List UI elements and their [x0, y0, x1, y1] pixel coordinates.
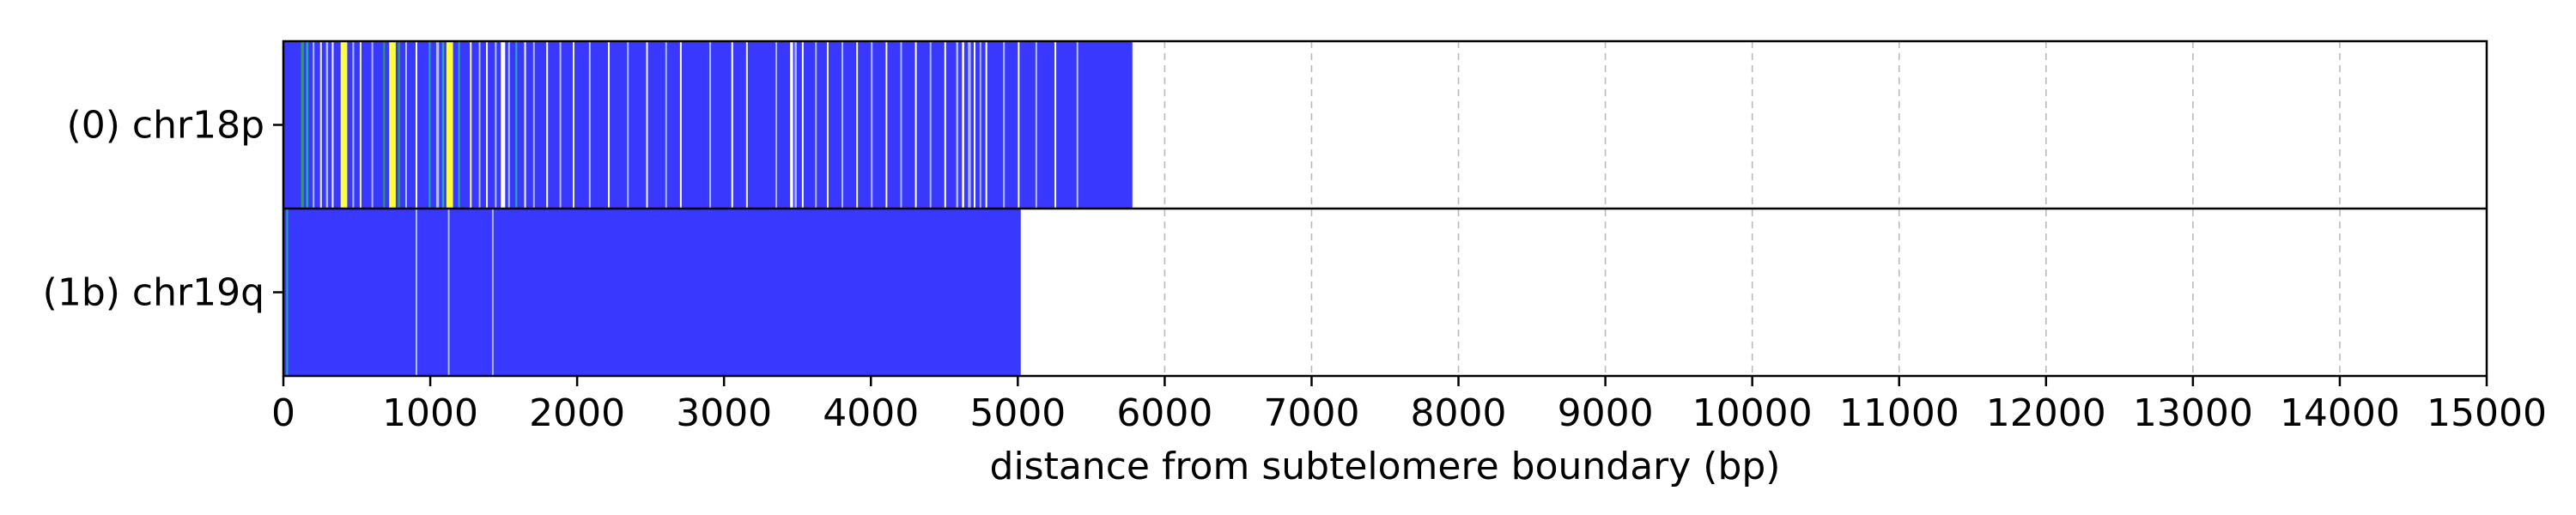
track-feature-light [507, 41, 510, 209]
track-feature-white [1018, 41, 1020, 209]
track-feature-light [627, 41, 629, 209]
track-feature-light [815, 41, 817, 209]
x-tick-label: 14000 [2280, 391, 2400, 435]
track-feature-light [841, 41, 844, 209]
track [283, 41, 1133, 209]
track-feature-light [979, 41, 981, 209]
track-feature-light [415, 209, 417, 376]
track-feature-yellow [340, 41, 348, 209]
track-feature-green [398, 41, 400, 209]
track-feature-light [871, 41, 873, 209]
track-feature-yellow [446, 41, 453, 209]
track-feature-light [900, 41, 902, 209]
track-feature-light [478, 41, 481, 209]
track-feature-white [546, 41, 549, 209]
x-tick-label: 11000 [1839, 391, 1959, 435]
track-feature-light [495, 41, 497, 209]
x-axis: 0 1000 2000 3000 4000 5000 6000 7000 8000 9000 100… [271, 376, 2547, 435]
track-feature-light [794, 41, 797, 209]
track-feature-light [588, 41, 591, 209]
x-tick-label: 12000 [1986, 391, 2106, 435]
track-feature-light [371, 41, 374, 209]
track-feature-green [301, 41, 304, 209]
track-feature-white [608, 41, 611, 209]
track-feature-white [679, 41, 682, 209]
x-axis-label: distance from subtelomere boundary (bp) [990, 445, 1781, 488]
track-feature-white [501, 41, 506, 209]
track-feature-white [914, 41, 917, 209]
x-tick-label: 15000 [2427, 391, 2547, 435]
track-feature-white [524, 41, 526, 209]
track-feature-white [962, 41, 964, 209]
track-bar [283, 41, 1133, 209]
x-tick-label: 1000 [382, 391, 478, 435]
track-feature-white [646, 41, 648, 209]
track-feature-white [573, 41, 575, 209]
x-tick-label: 9000 [1558, 391, 1654, 435]
track-feature-light [559, 41, 562, 209]
track-feature-teal [286, 209, 289, 376]
track-feature-light [775, 41, 778, 209]
x-tick-label: 8000 [1411, 391, 1507, 435]
track-feature-light [352, 41, 355, 209]
track-feature-white [470, 41, 472, 209]
track-feature-light [447, 209, 450, 376]
track-feature-light [325, 41, 329, 209]
track-feature-light [435, 41, 440, 209]
track-feature-light [929, 41, 932, 209]
x-tick-label: 2000 [529, 391, 625, 435]
x-tick-label: 6000 [1116, 391, 1212, 435]
x-tick-label: 0 [271, 391, 295, 435]
track-feature-light [968, 41, 971, 209]
track-feature-light [532, 41, 535, 209]
track-feature-white [801, 41, 804, 209]
x-tick-label: 5000 [969, 391, 1066, 435]
track-feature-light [404, 41, 407, 209]
track-feature-light [491, 209, 494, 376]
track-feature-white [731, 41, 733, 209]
x-tick-label: 7000 [1263, 391, 1359, 435]
track-feature-white [856, 41, 859, 209]
y-tick-label: (1b) chr19q [43, 271, 264, 315]
track-feature-white [331, 41, 334, 209]
track-feature-teal [515, 41, 518, 209]
track-feature-white [415, 41, 417, 209]
track-feature-white [826, 41, 829, 209]
track-feature-light [709, 41, 712, 209]
track-feature-white [885, 41, 888, 209]
track-feature-white [985, 41, 987, 209]
track-feature-white [486, 41, 489, 209]
track-feature-white [359, 41, 361, 209]
track-feature-teal [306, 41, 309, 209]
tracks [283, 41, 1133, 376]
track-feature-light [1076, 41, 1078, 209]
track-feature-teal [441, 41, 445, 209]
track-feature-light [665, 41, 667, 209]
x-tick-label: 13000 [2133, 391, 2253, 435]
track-feature-white [745, 41, 748, 209]
track-feature-white [944, 41, 946, 209]
y-tick-label: (0) chr18p [67, 104, 264, 148]
track-feature-green [383, 41, 386, 209]
track [283, 209, 1021, 376]
track-bar [283, 209, 1021, 376]
track-feature-light [313, 41, 315, 209]
track-feature-teal [428, 41, 431, 209]
x-tick-label: 4000 [823, 391, 919, 435]
track-feature-white [974, 41, 976, 209]
y-axis: (0) chr18p (1b) chr19q [43, 104, 283, 315]
track-feature-white [319, 41, 322, 209]
x-tick-label: 3000 [676, 391, 772, 435]
track-feature-white [1054, 41, 1057, 209]
track-feature-yellow [389, 41, 396, 209]
track-feature-light [956, 41, 959, 209]
track-feature-teal [458, 41, 460, 209]
x-tick-label: 10000 [1692, 391, 1813, 435]
track-feature-white [790, 41, 793, 209]
track-feature-light [1035, 41, 1037, 209]
track-feature-light [1003, 41, 1005, 209]
